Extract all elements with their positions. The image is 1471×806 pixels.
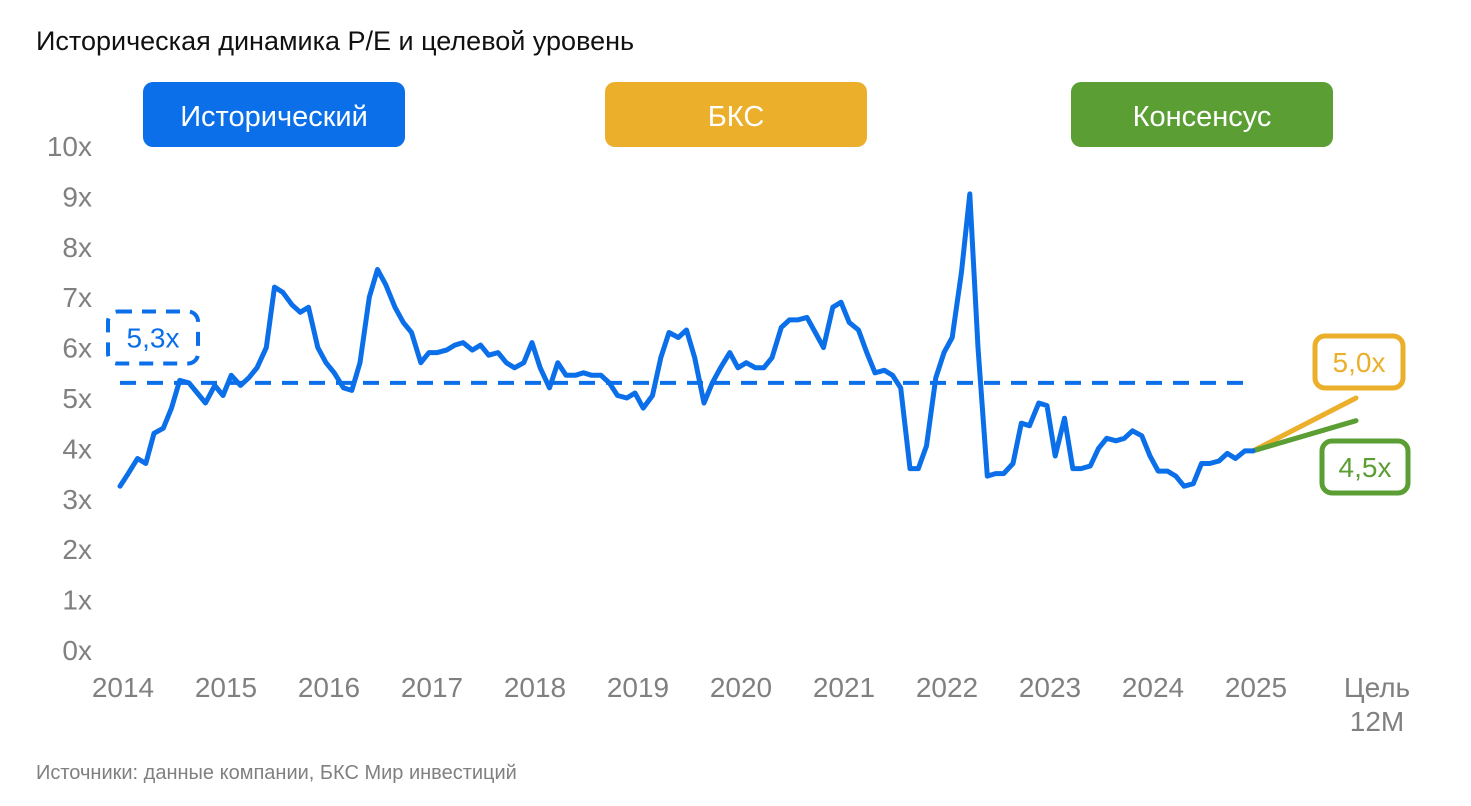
legend-box-bks [605, 82, 867, 147]
average-label: 5,3x [127, 323, 180, 354]
legend-label-bks: БКС [708, 101, 765, 133]
annotations: 5,3x 5,0x 4,5x [106, 309, 1411, 496]
x-tick-label: 2019 [607, 672, 669, 703]
bks-target-line [1250, 395, 1359, 454]
y-tick-label: 7x [62, 282, 92, 313]
legend: Исторический БКС Консенсус [143, 82, 1333, 147]
x-tick-label-line: Цель [1344, 672, 1410, 703]
y-tick-label: 1x [62, 585, 92, 616]
legend-label-consensus: Консенсус [1133, 101, 1272, 133]
y-tick-label: 6x [62, 333, 92, 364]
legend-label-historical: Исторический [180, 101, 368, 133]
y-tick-label: 5x [62, 383, 92, 414]
legend-item-historical: Исторический [143, 82, 405, 147]
x-tick-label: 2015 [195, 672, 257, 703]
x-tick-label: 2025 [1225, 672, 1287, 703]
legend-item-consensus: Консенсус [1071, 82, 1333, 147]
y-tick-label: 9x [62, 181, 92, 212]
x-tick-label: 2014 [92, 672, 154, 703]
consensus-target-line [1250, 418, 1359, 454]
x-tick-label: 2018 [504, 672, 566, 703]
legend-item-bks: БКС [605, 82, 867, 147]
y-tick-label: 4x [62, 433, 92, 464]
y-tick-label: 3x [62, 484, 92, 515]
y-axis: 0x 1x 2x 3x 4x 5x 6x 7x 8x 9x 10x [47, 131, 92, 666]
x-tick-label: 2017 [401, 672, 463, 703]
x-tick-label: 2024 [1122, 672, 1184, 703]
chart-title: Историческая динамика P/E и целевой уров… [36, 26, 635, 56]
x-tick-label: Цель 12M [1344, 672, 1410, 737]
x-tick-label: 2016 [298, 672, 360, 703]
average-label-box [106, 309, 200, 366]
y-tick-label: 8x [62, 232, 92, 263]
consensus-label-box [1319, 438, 1411, 496]
x-tick-label: 2021 [813, 672, 875, 703]
x-tick-label: 2023 [1019, 672, 1081, 703]
legend-box-historical [143, 82, 405, 147]
x-tick-label: 2022 [916, 672, 978, 703]
bks-label: 5,0x [1333, 347, 1386, 378]
consensus-label: 4,5x [1339, 452, 1392, 483]
y-tick-label: 0x [62, 635, 92, 666]
legend-box-consensus [1071, 82, 1333, 147]
y-tick-label: 10x [47, 131, 92, 162]
x-tick-label: 2020 [710, 672, 772, 703]
x-axis: 2014 2015 2016 2017 2018 2019 2020 2021 2022 2023… [92, 672, 1410, 737]
source-note: Источники: данные компании, БКС Мир инве… [36, 762, 517, 784]
historical-line [117, 191, 1256, 489]
y-tick-label: 2x [62, 534, 92, 565]
plot-area [117, 191, 1359, 489]
x-tick-label-line: 12M [1350, 706, 1404, 737]
bks-label-box [1312, 333, 1406, 391]
